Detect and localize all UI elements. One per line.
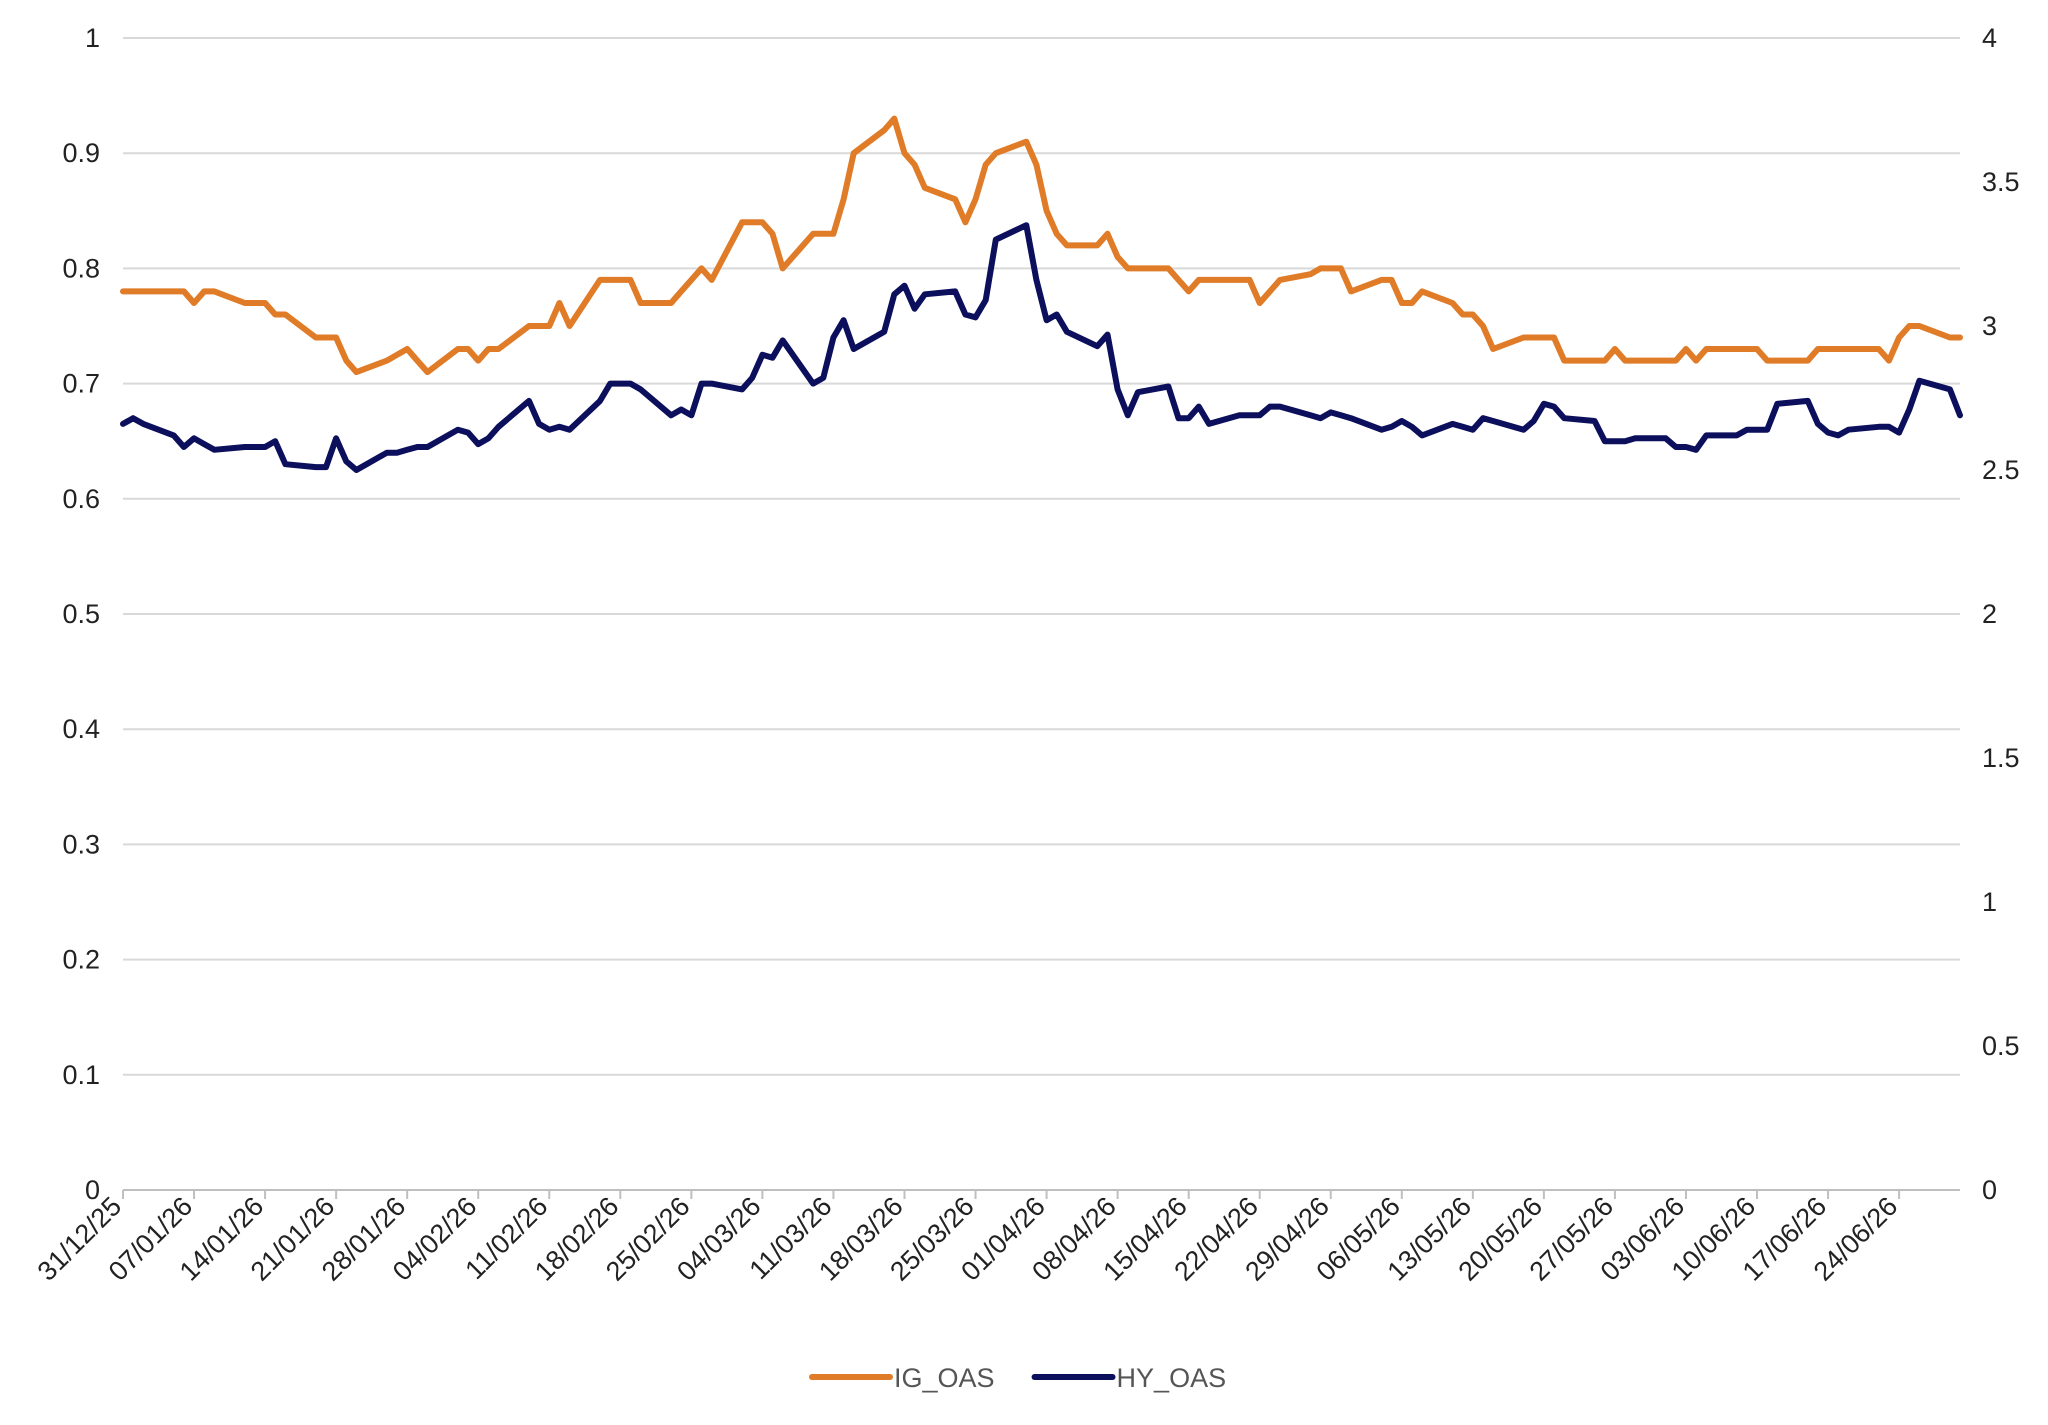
right-y-tick-label: 2: [1982, 599, 1997, 629]
left-y-tick-label: 0.2: [62, 945, 100, 975]
left-y-tick-label: 0.7: [62, 369, 100, 399]
left-y-tick-label: 0: [85, 1175, 100, 1205]
legend-label: HY_OAS: [1117, 1363, 1227, 1393]
left-y-tick-label: 0.1: [62, 1060, 100, 1090]
series-line-hy-oas: [120, 222, 1963, 473]
left-y-tick-label: 0.8: [62, 253, 100, 283]
left-y-tick-label: 0.6: [62, 484, 100, 514]
left-y-tick-label: 0.9: [62, 138, 100, 168]
left-y-tick-label: 0.4: [62, 714, 100, 744]
series-line-ig-oas: [120, 115, 1963, 376]
right-y-tick-label: 1: [1982, 887, 1997, 917]
right-y-tick-label: 0.5: [1982, 1031, 2020, 1061]
series-lines: [120, 115, 1963, 473]
right-y-tick-label: 3: [1982, 311, 1997, 341]
right-y-tick-label: 1.5: [1982, 743, 2020, 773]
left-y-tick-label: 0.3: [62, 829, 100, 859]
right-y-axis: 0 0.5 1 1.5 2 2.5 3 3.5 4: [1982, 23, 2020, 1205]
right-y-tick-label: 4: [1982, 23, 1997, 53]
right-y-tick-label: 0: [1982, 1175, 1997, 1205]
left-y-axis: 0 0.1 0.2 0.3 0.4 0.5 0.6 0.7 0.8 0.9 1: [62, 23, 100, 1205]
left-y-tick-label: 0.5: [62, 599, 100, 629]
gridlines: [123, 37, 1960, 1076]
left-y-tick-label: 1: [85, 23, 100, 53]
right-y-tick-label: 2.5: [1982, 455, 2020, 485]
legend: IG_OAS HY_OAS: [809, 1363, 1227, 1393]
legend-label: IG_OAS: [894, 1363, 995, 1393]
x-axis: 31/12/2507/01/2614/01/2621/01/2628/01/26…: [32, 1190, 1903, 1287]
right-y-tick-label: 3.5: [1982, 167, 2020, 197]
